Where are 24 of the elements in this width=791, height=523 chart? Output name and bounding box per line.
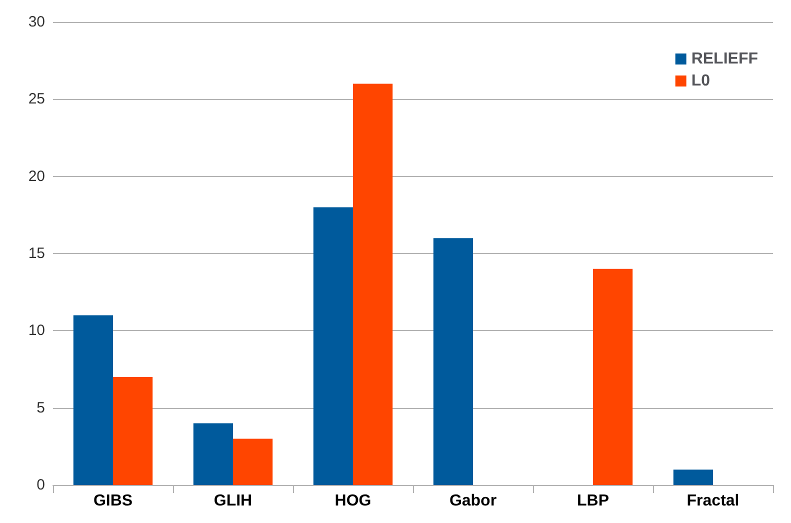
bar [673,470,713,485]
x-tick-label: GLIH [214,492,252,510]
x-tick-label: Gabor [449,492,497,510]
y-tick-label: 25 [28,90,45,108]
bar [433,238,473,485]
y-tick-label: 10 [28,322,45,340]
y-tick-label: 5 [36,399,45,416]
y-tick-label: 20 [28,168,45,185]
bar [233,438,273,485]
y-tick-label: 30 [28,14,45,30]
legend-label: RELIEFF [691,50,758,68]
bar [593,268,633,485]
y-tick-label: 15 [28,245,45,262]
x-tick-label: HOG [334,492,372,510]
x-tick-label: GIBS [93,492,133,510]
bar [353,84,393,485]
x-tick-label: Fractal [686,492,740,510]
x-tick-label: LBP [577,492,610,510]
bar [113,376,153,485]
bar [193,423,233,485]
bar [313,207,353,485]
bar [73,315,113,485]
legend-label: L0 [691,72,710,90]
y-tick-label: 0 [36,476,45,494]
